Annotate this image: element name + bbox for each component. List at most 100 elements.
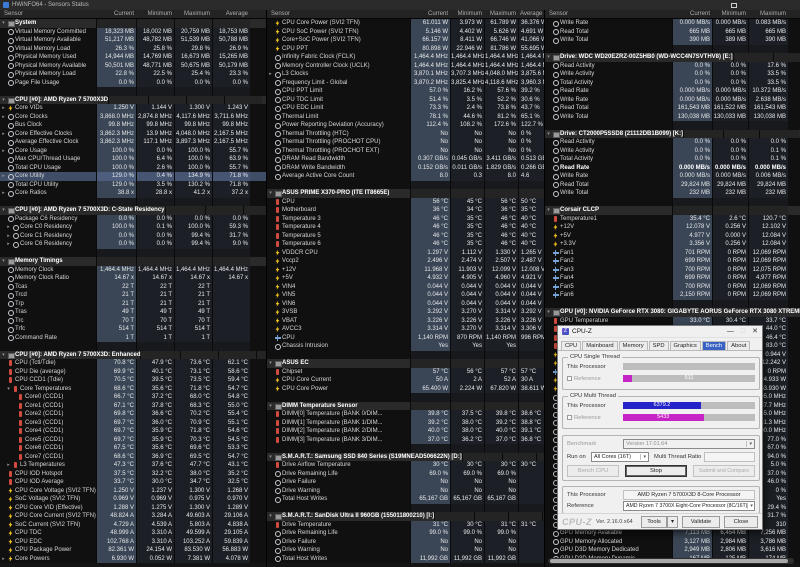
submit-compare-button[interactable]: Submit and Compare — [693, 464, 755, 477]
sensor-row[interactable]: Core6 (CCD1) 67.5 °C 35.6 °C 69.6 °C 53.3 °C — [0, 444, 266, 453]
sensor-row[interactable]: Total Host Writes 11,992 GB 11,992 GB 11,99… — [267, 554, 544, 563]
sensor-row[interactable]: Write Rate 0.000 MB/s 0.000 MB/s 2.638 MB/s — [545, 95, 800, 104]
sensor-row[interactable]: Thermal Limit 78.1 % 44.6 % 81.2 % 65.1 % — [267, 112, 544, 121]
sensor-row[interactable]: Temperature 6 46 °C 35 °C 46 °C 40 °C — [267, 240, 544, 249]
sensor-row[interactable]: GPU Temperature 33.0 °C 30.4 °C 33.7 °C — [545, 316, 800, 325]
reference-checkbox[interactable] — [567, 414, 572, 420]
sensor-row[interactable]: Chipset 57 °C 56 °C 57 °C 57 °C — [267, 367, 544, 376]
expand-icon[interactable]: ▸ — [7, 462, 10, 468]
expand-icon[interactable]: ▾ — [269, 402, 272, 409]
sensor-row[interactable]: Drive Remaining Life 99.0 % 99.0 % 99.0 % — [267, 529, 544, 538]
sensor-row[interactable]: Core4 (CCD1) 69.7 °C 35.9 °C 71.8 °C 54.6 °C — [0, 427, 266, 436]
sensor-row[interactable]: Write Rate 0.000 MB/s 0.000 MB/s 0.006 MB/s — [545, 172, 800, 181]
expand-icon[interactable]: ▸ — [269, 71, 272, 77]
sensor-row[interactable]: Read Total 665 MB 665 MB 665 MB — [545, 27, 800, 36]
sensor-row[interactable]: Vccp2 2.496 V 2.474 V 2.507 V 2.487 V — [267, 257, 544, 266]
sensor-row[interactable]: Temperature 4 46 °C 35 °C 46 °C 40 °C — [267, 223, 544, 232]
sensor-row[interactable]: GPU D3D Memory Dedicated 2,949 MB 2,806 MB… — [545, 546, 800, 555]
sensor-row[interactable]: Virtual Memory Load 26.3 % 25.8 % 29.8 % 26.… — [0, 44, 266, 53]
sensor-row[interactable]: Drive Warning No No No — [267, 546, 544, 555]
sensor-row[interactable]: VIN5 0.044 V 0.044 V 0.044 V 0.044 V — [267, 291, 544, 300]
sensor-row[interactable]: CPU EDC 102.768 A 3.310 A 103.252 A 59.839 A — [0, 537, 266, 546]
restore-window-icon[interactable] — [731, 2, 737, 8]
sensor-row[interactable]: Frequency Limit - Global 3,870.2 MHz 3,825… — [267, 78, 544, 87]
sensor-row[interactable]: +5V 4.932 V 4.905 V 4.960 V 4.921 V — [267, 274, 544, 283]
sensor-row[interactable]: DRAM Read Bandwidth 0.307 GB/s 0.045 GB/s 3… — [267, 155, 544, 164]
tab-spd[interactable]: SPD — [648, 341, 669, 350]
expand-icon[interactable]: ▸ — [2, 555, 5, 562]
sensor-row[interactable]: 3VSB 3.292 V 3.270 V 3.314 V 3.292 V — [267, 308, 544, 317]
sensor-row[interactable]: Core5 (CCD1) 69.7 °C 35.9 °C 70.3 °C 54.5 °C — [0, 435, 266, 444]
sensor-row[interactable]: Core2 (CCD1) 69.8 °C 36.6 °C 70.2 °C 55.4 °C — [0, 410, 266, 419]
sensor-row[interactable]: Trp 21 T 21 T 21 T — [0, 299, 266, 308]
sensor-row[interactable]: Thermal Throttling (HTC) No No No 0 % — [267, 129, 544, 138]
horizontal-scrollbar[interactable] — [548, 558, 794, 564]
sensor-row[interactable]: DIMM[2] Temperature (BANK 2/DIM... 40.0 °… — [267, 427, 544, 436]
sensor-row[interactable]: Physical Memory Used 14,944 MB 14,769 MB 16… — [0, 53, 266, 62]
sensor-row[interactable]: DIMM[1] Temperature (BANK 1/DIM... 39.2 °… — [267, 418, 544, 427]
sensor-row[interactable]: DRAM Write Bandwidth 0.152 GB/s 0.011 GB/s… — [267, 163, 544, 172]
section-row[interactable]: ▾ ASUS EC — [267, 359, 544, 368]
tab-bench[interactable]: Bench — [701, 341, 727, 350]
sensor-row[interactable]: Fan3 700 RPM 0 RPM 12,075 RPM — [545, 265, 800, 274]
sensor-row[interactable]: ▸ Core Ratios 38.8 x 28.8 x 41.2 x 37.2 x — [0, 189, 266, 198]
run-on-select[interactable]: All Cores (16T) ▾ — [591, 451, 649, 462]
sensor-row[interactable]: ▸ L3 Temperatures 47.3 °C 37.6 °C 47.7 °C 43.… — [0, 461, 266, 470]
sensor-row[interactable]: Tcas 22 T 22 T 22 T — [0, 282, 266, 291]
sensor-row[interactable]: ▸ L3 Clocks 3,870.1 MHz 3,707.3 MHz 4,048.0 … — [267, 70, 544, 79]
section-row[interactable]: ▾ Drive: WDC WD20EZRZ-00Z5HB0 (WD-WCC4N7S… — [545, 53, 800, 62]
close-button[interactable]: Close — [724, 515, 758, 528]
sensor-row[interactable]: DIMM[3] Temperature (BANK 3/DIM... 37.0 °… — [267, 435, 544, 444]
sensor-row[interactable]: Physical Memory Load 22.8 % 22.5 % 25.4 % 23… — [0, 70, 266, 79]
sensor-row[interactable]: Virtual Memory Available 51,217 MB 48,782 … — [0, 36, 266, 45]
sensor-row[interactable]: Read Rate 0.000 MB/s 0.000 MB/s 10.372 MB/s — [545, 87, 800, 96]
sensor-row[interactable]: +12V 11.968 V 11.903 V 12.099 V 12.008 V — [267, 265, 544, 274]
sensor-row[interactable]: Write Total 390 MB 389 MB 390 MB — [545, 36, 800, 45]
sensor-row[interactable]: Drive Airflow Temperature 30 °C 30 °C 30 °C… — [267, 461, 544, 470]
expand-icon[interactable]: ▾ — [2, 20, 5, 26]
expand-icon[interactable]: ▾ — [269, 190, 272, 196]
sensor-row[interactable]: ▸ Core Utility 129.0 % 0.4 % 134.9 % 71.8 % — [0, 172, 266, 181]
sensor-row[interactable]: ▸ Core C0 Residency 100.0 % 0.1 % 100.0 % 59.… — [0, 223, 266, 232]
sensor-row[interactable]: Drive Failure No No No — [267, 478, 544, 487]
sensor-row[interactable]: Bus Clock 99.8 MHz 99.8 MHz 99.8 MHz 99.8 MH… — [0, 121, 266, 130]
sensor-row[interactable]: CPU Core Power (SVI2 TFN) 61.011 W 3.973 W… — [267, 19, 544, 28]
sensor-row[interactable]: Infinity Fabric Clock (FCLK) 1,464.4 MHz 1… — [267, 53, 544, 62]
sensor-row[interactable]: Package C6 Residency 0.0 % 0.0 % 0.0 % 0.0 % — [0, 214, 266, 223]
expand-icon[interactable]: ▸ — [2, 147, 5, 154]
tab-mainboard[interactable]: Mainboard — [582, 341, 618, 350]
sensor-row[interactable]: CPU IOD Hotspot 37.5 °C 32.2 °C 38.0 °C 35.2… — [0, 469, 266, 478]
tab-cpu[interactable]: CPU — [561, 341, 582, 350]
reference-processor-select[interactable]: AMD Ryzen 7 3700X Eight-Core Processor (… — [623, 501, 755, 511]
sensor-row[interactable]: CPU Package Power 82.361 W 24.154 W 83.530 … — [0, 546, 266, 555]
sensor-row[interactable]: VIN6 0.044 V 0.044 V 0.044 V 0.044 V — [267, 299, 544, 308]
sensor-row[interactable]: GPU Memory Allocated 3,127 MB 2,984 MB 3,78… — [545, 537, 800, 546]
sensor-row[interactable]: Thermal Throttling (PROCHOT CPU) No No No 0 … — [267, 138, 544, 147]
sensor-row[interactable]: CPU TDC 48.999 A 3.310 A 49.599 A 29.105 A — [0, 529, 266, 538]
sensor-row[interactable]: Memory Controller Clock (UCLK) 1,464.4 MH… — [267, 61, 544, 70]
section-row[interactable]: ▾ Corsair CLCP — [545, 206, 800, 215]
sensor-row[interactable]: Core7 (CCD1) 68.6 °C 36.9 °C 69.5 °C 54.7 °C — [0, 452, 266, 461]
section-row[interactable]: ▾ CPU [#0]: AMD Ryzen 7 5700X3D: C-State … — [0, 206, 266, 215]
sensor-row[interactable]: Thermal Throttling (PROCHOT EXT) No No No 0 … — [267, 146, 544, 155]
section-row[interactable]: ▾ System — [0, 19, 266, 28]
sensor-row[interactable]: Core0 (CCD1) 66.7 °C 37.2 °C 68.0 °C 54.8 °C — [0, 393, 266, 402]
sensor-row[interactable]: Read Activity 0.0 % 0.0 % 17.6 % — [545, 61, 800, 70]
sensor-row[interactable]: ▸ Core Usage 100.0 % 0.0 % 100.0 % 55.7 % — [0, 146, 266, 155]
sensor-row[interactable]: Virtual Memory Committed 18,323 MB 18,002 … — [0, 27, 266, 36]
sensor-row[interactable]: Total CPU Usage 100.0 % 2.6 % 100.0 % 55.7 % — [0, 163, 266, 172]
sensor-row[interactable]: Core+SoC Power (SVI2 TFN) 66.157 W 8.411 W… — [267, 36, 544, 45]
expand-icon[interactable]: ▾ — [2, 207, 5, 213]
sensor-row[interactable]: Total CPU Utility 129.0 % 3.5 % 130.2 % 71.8… — [0, 180, 266, 189]
sensor-row[interactable]: GPU Memory Available 7,113 MB 6,454 MB 7,25… — [545, 529, 800, 538]
cpuz-titlebar[interactable]: Z CPU-Z — □ ✕ — [558, 326, 762, 338]
expand-icon[interactable]: ▾ — [269, 513, 272, 519]
section-row[interactable]: ▾ Memory Timings — [0, 257, 266, 266]
tools-button[interactable]: Tools — [641, 515, 667, 528]
sensor-row[interactable]: Total Activity 0.0 % 0.0 % 33.5 % — [545, 78, 800, 87]
sensor-row[interactable]: Write Rate 0.000 MB/s 0.000 MB/s 0.083 MB/s — [545, 19, 800, 28]
sensor-row[interactable]: Fan6 2,150 RPM 0 RPM 12,069 RPM — [545, 291, 800, 300]
